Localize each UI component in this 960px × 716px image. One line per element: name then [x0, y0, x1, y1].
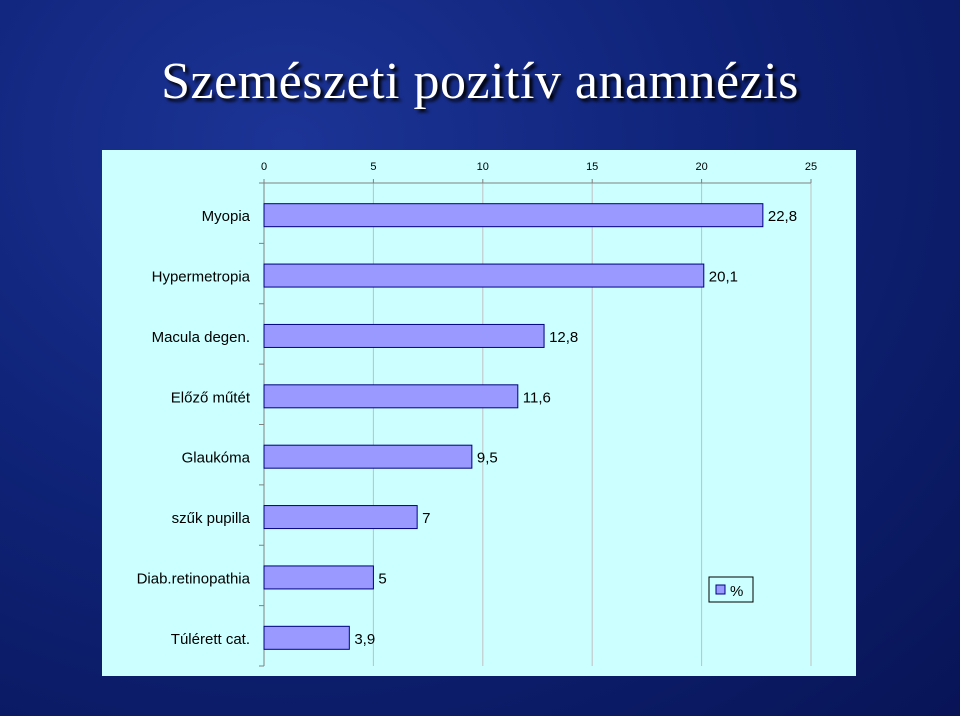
data-label: 20,1	[709, 269, 738, 286]
category-label: Hypermetropia	[152, 269, 251, 286]
data-label: 22,8	[768, 208, 797, 225]
category-label: szűk pupilla	[172, 510, 251, 527]
data-label: 3,9	[354, 631, 375, 648]
x-tick-label: 25	[805, 161, 817, 173]
bar	[263, 384, 519, 409]
slide-title: Szemészeti pozitív anamnézis	[161, 53, 799, 110]
legend-swatch	[715, 584, 726, 595]
bar	[263, 444, 473, 469]
x-tick-label: 20	[695, 161, 707, 173]
x-tick-label: 0	[261, 161, 267, 173]
bar	[263, 625, 350, 650]
category-label: Glaukóma	[182, 450, 251, 467]
category-label: Túlérett cat.	[171, 631, 250, 648]
data-label: 11,6	[523, 389, 551, 406]
x-tick-label: 10	[477, 161, 489, 173]
data-label: 9,5	[477, 450, 498, 467]
data-label: 12,8	[549, 329, 578, 346]
bar	[263, 565, 374, 590]
x-tick-label: 5	[370, 161, 376, 173]
bar	[263, 203, 764, 228]
category-label: Előző műtét	[171, 389, 251, 406]
data-label: 7	[422, 510, 430, 527]
chart-panel: 0 5 10 15 20 25 Myopia 22,8 Hypermetropia 20,1 Mac…	[102, 150, 856, 676]
category-label: Macula degen.	[152, 329, 250, 346]
bar	[263, 323, 545, 348]
bar	[263, 505, 418, 530]
category-label: Myopia	[202, 208, 251, 225]
x-tick-label: 15	[586, 161, 598, 173]
bar	[263, 263, 705, 288]
category-label: Diab.retinopathia	[137, 570, 251, 587]
bar-chart: 0 5 10 15 20 25 Myopia 22,8 Hypermetropia 20,1 Mac…	[137, 161, 817, 667]
data-label: 5	[378, 570, 386, 587]
legend-label: %	[730, 583, 743, 600]
